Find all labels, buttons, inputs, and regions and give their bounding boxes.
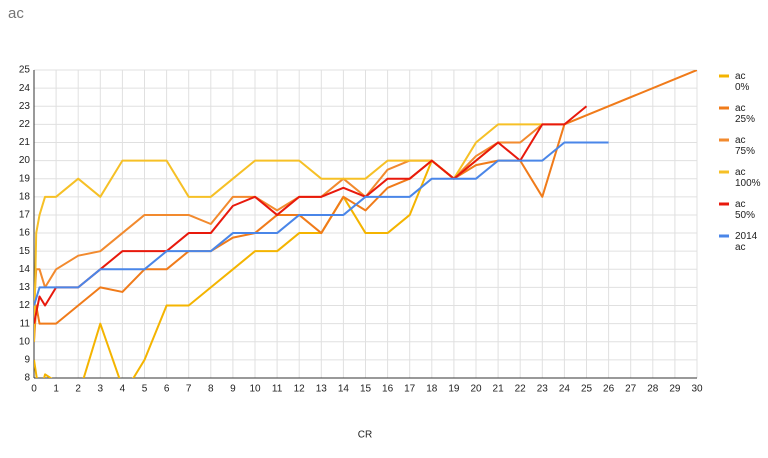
x-tick-label: 15	[360, 384, 372, 395]
legend-label: ac 100%	[735, 167, 761, 189]
x-tick-label: 30	[691, 384, 703, 395]
series-line	[34, 70, 697, 342]
y-tick-label: 23	[19, 101, 31, 112]
legend-label: 2014 ac	[735, 231, 758, 253]
y-tick-label: 10	[19, 336, 31, 347]
x-tick-label: 5	[142, 384, 148, 395]
y-tick-label: 24	[19, 83, 31, 94]
y-tick-label: 8	[24, 373, 30, 384]
x-tick-label: 13	[316, 384, 328, 395]
x-tick-label: 9	[230, 384, 236, 395]
legend-label: ac 0%	[735, 71, 750, 93]
chart-title: ac	[8, 5, 24, 22]
y-tick-label: 19	[19, 173, 31, 184]
x-tick-label: 22	[515, 384, 527, 395]
x-tick-label: 0	[31, 384, 37, 395]
x-tick-label: 21	[493, 384, 505, 395]
legend-label: ac 25%	[735, 103, 755, 125]
x-tick-label: 24	[559, 384, 571, 395]
x-tick-label: 23	[537, 384, 549, 395]
x-tick-label: 7	[186, 384, 192, 395]
x-tick-label: 14	[338, 384, 350, 395]
x-tick-label: 2	[75, 384, 81, 395]
x-tick-label: 8	[208, 384, 214, 395]
series-line	[34, 123, 565, 306]
x-tick-label: 19	[448, 384, 460, 395]
y-tick-label: 21	[19, 137, 31, 148]
x-tick-label: 29	[669, 384, 681, 395]
x-tick-label: 6	[164, 384, 170, 395]
series-line	[34, 141, 609, 306]
y-tick-label: 14	[19, 264, 31, 275]
x-tick-label: 16	[382, 384, 394, 395]
x-tick-label: 26	[603, 384, 615, 395]
y-tick-label: 25	[19, 65, 31, 76]
x-tick-label: 25	[581, 384, 593, 395]
x-tick-label: 17	[404, 384, 416, 395]
y-tick-label: 13	[19, 282, 31, 293]
y-tick-label: 12	[19, 300, 31, 311]
x-tick-label: 12	[294, 384, 306, 395]
y-tick-label: 20	[19, 155, 31, 166]
legend-label: ac 75%	[735, 135, 755, 157]
y-tick-label: 15	[19, 246, 31, 257]
x-tick-label: 1	[53, 384, 59, 395]
legend: ac 0% ac 25% ac 75% ac 100% ac 50% 2014 ac	[719, 71, 761, 253]
y-tick-label: 9	[24, 355, 30, 366]
x-tick-label: 4	[120, 384, 126, 395]
x-tick-label: 18	[426, 384, 438, 395]
x-tick-label: 3	[98, 384, 104, 395]
plot-area	[34, 70, 697, 378]
x-axis-label: CR	[358, 430, 372, 441]
y-tick-label: 18	[19, 191, 31, 202]
x-tick-label: 20	[470, 384, 482, 395]
y-tick-label: 16	[19, 228, 31, 239]
x-tick-label: 10	[249, 384, 261, 395]
x-tick-label: 28	[647, 384, 659, 395]
y-tick-label: 11	[20, 318, 31, 329]
y-tick-label: 17	[19, 210, 31, 221]
x-tick-label: 11	[272, 384, 283, 395]
legend-label: ac 50%	[735, 199, 755, 221]
x-tick-label: 27	[625, 384, 637, 395]
y-tick-label: 22	[19, 119, 31, 130]
